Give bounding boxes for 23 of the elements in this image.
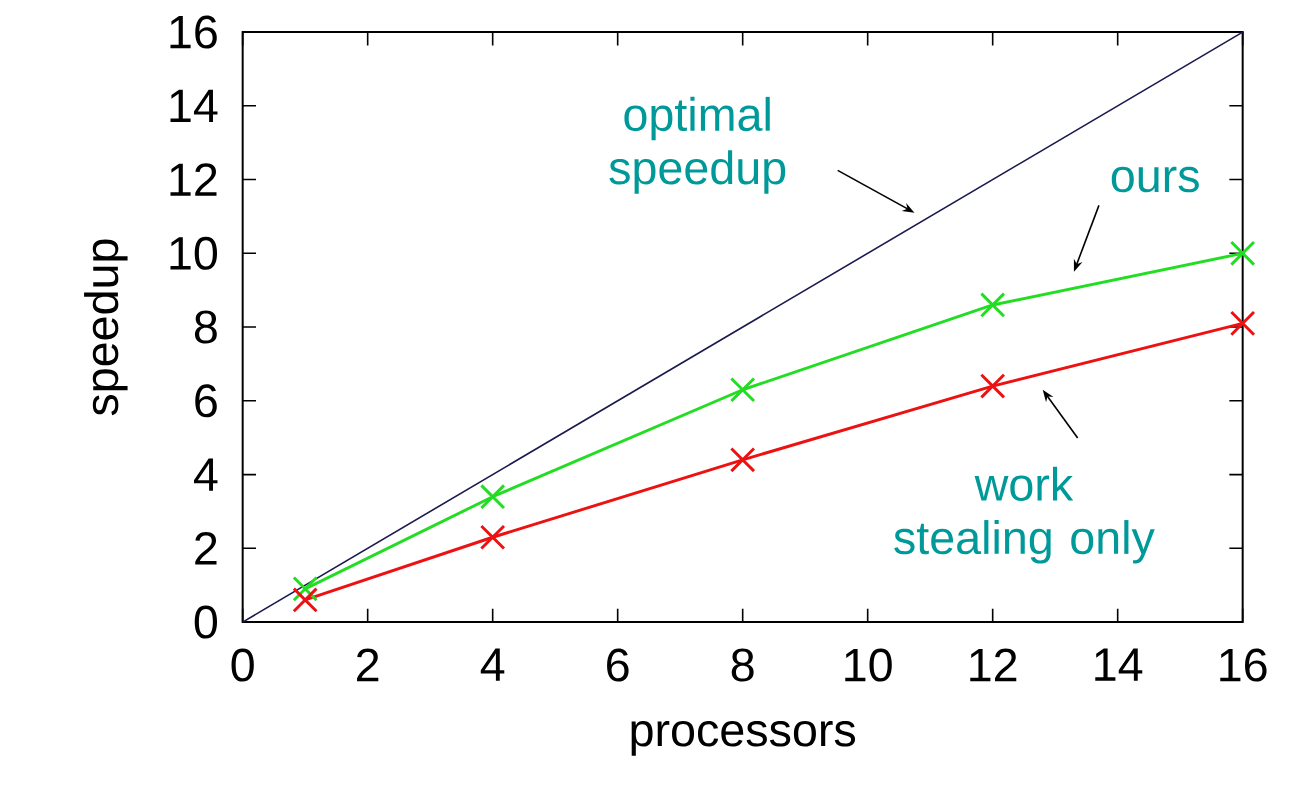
x-axis-title: processors xyxy=(631,720,856,756)
y-tick-label: 2 xyxy=(195,531,217,565)
x-tick-label: 6 xyxy=(607,648,629,682)
y-tick-label: 16 xyxy=(170,15,217,49)
x-tick-label: 12 xyxy=(970,648,1017,681)
y-tick-label: 12 xyxy=(170,163,217,196)
y-tick-label: 8 xyxy=(194,310,217,344)
annotation: work stealing only xyxy=(894,466,1155,564)
annotation: ours xyxy=(1111,166,1199,193)
x-tick-label: 4 xyxy=(480,648,505,681)
x-tick-label: 14 xyxy=(1095,648,1143,681)
y-tick-label: 14 xyxy=(170,89,218,122)
annotation: optimal speedup xyxy=(609,96,786,194)
x-tick-label: 8 xyxy=(731,648,754,682)
x-tick-label: 10 xyxy=(845,648,892,682)
x-tick-label: 2 xyxy=(357,648,379,681)
y-tick-label: 6 xyxy=(195,384,217,418)
y-tick-label: 4 xyxy=(193,458,218,491)
y-tick-label: 10 xyxy=(170,236,218,270)
x-tick-label: 0 xyxy=(231,648,254,682)
y-axis-title: speedup xyxy=(84,239,128,416)
y-tick-label: 0 xyxy=(194,605,218,639)
x-tick-label: 16 xyxy=(1220,648,1267,682)
